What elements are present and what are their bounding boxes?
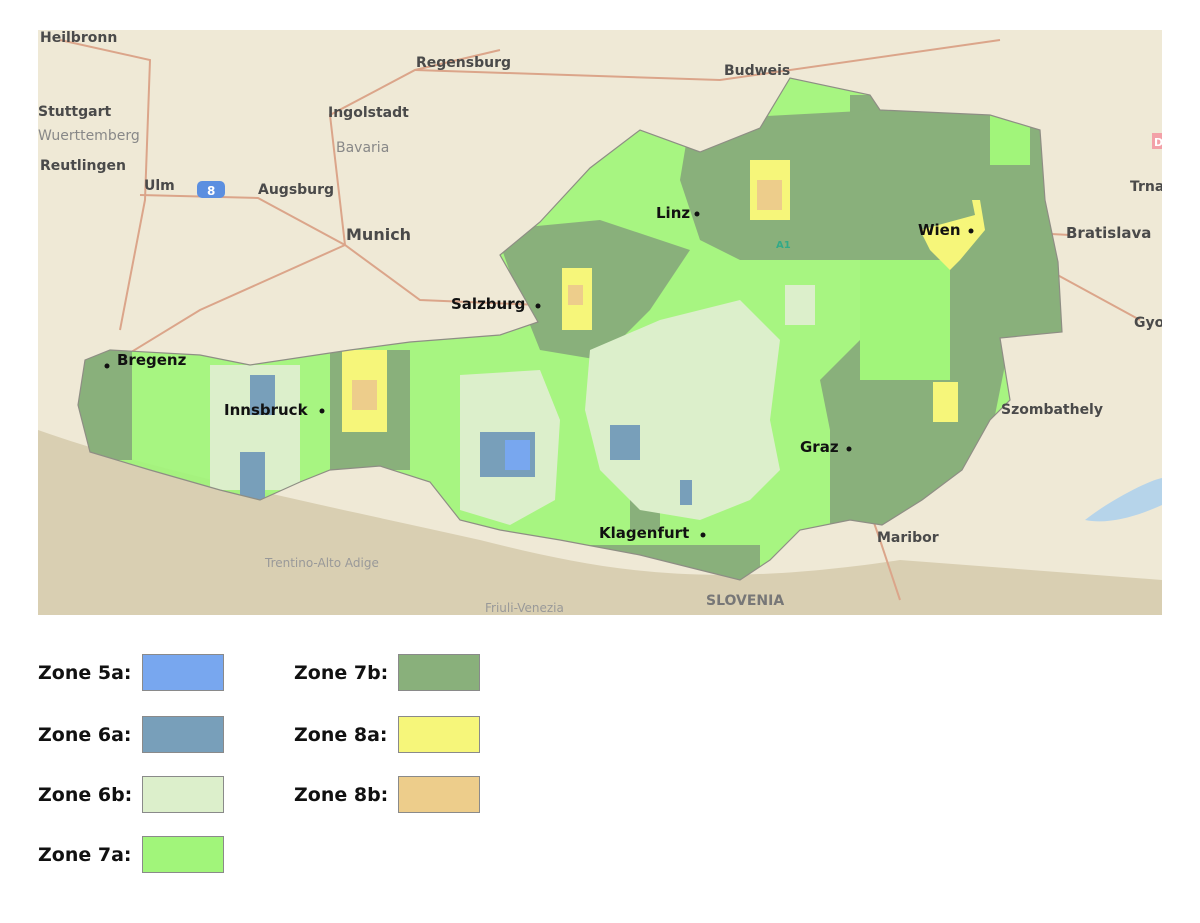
basemap-label: Bratislava [1066, 224, 1151, 242]
highway-shield-label: A1 [776, 240, 791, 251]
basemap-label: Heilbronn [40, 30, 117, 46]
basemap-label: Szombathely [1001, 402, 1103, 418]
lake [1085, 478, 1162, 522]
city-label-innsbruck: Innsbruck [224, 401, 309, 419]
legend-swatch [142, 654, 224, 691]
basemap-label: Regensburg [416, 55, 511, 71]
legend-label: Zone 8a: [294, 723, 388, 746]
legend-label: Zone 5a: [38, 661, 132, 684]
city-label-linz: Linz [656, 204, 690, 222]
basemap-label: Munich [346, 225, 411, 244]
legend-swatch [398, 716, 480, 753]
basemap-label: Friuli-Venezia [485, 601, 564, 615]
basemap-label: Stuttgart [38, 104, 112, 120]
basemap-label: Wuerttemberg [38, 128, 140, 144]
basemap-label: Bavaria [336, 140, 389, 156]
basemap-label: Trna [1130, 179, 1162, 195]
legend-item-zone-7a: Zone 7a: [38, 836, 224, 873]
zone-8b-areas [352, 180, 782, 410]
legend-swatch [142, 716, 224, 753]
legend-label: Zone 7a: [38, 843, 132, 866]
legend-item-zone-8a: Zone 8a: [294, 716, 480, 753]
highway-shield-label: D [1154, 136, 1162, 149]
basemap-label: Augsburg [258, 182, 334, 198]
legend-label: Zone 6b: [38, 783, 133, 806]
city-label-bregenz: Bregenz [117, 351, 187, 369]
alps-terrain [38, 430, 1162, 615]
city-label-klagenfurt: Klagenfurt [599, 524, 689, 542]
legend-swatch [142, 836, 224, 873]
highway-shield-label: 8 [207, 184, 215, 198]
basemap-label: Reutlingen [40, 158, 126, 174]
zone-7a-islands [860, 115, 1030, 380]
city-labels: Linz Wien Salzburg Bregenz Innsbruck Gra… [104, 204, 974, 542]
basemap-label: Trentino-Alto Adige [264, 556, 379, 570]
zone-8a-areas [342, 160, 985, 432]
legend-label: Zone 7b: [294, 661, 389, 684]
legend-item-zone-7b: Zone 7b: [294, 654, 480, 691]
legend-item-zone-6b: Zone 6b: [38, 776, 224, 813]
legend-label: Zone 8b: [294, 783, 389, 806]
city-label-salzburg: Salzburg [451, 295, 525, 313]
legend-swatch [398, 776, 480, 813]
zone-5a-area [505, 440, 530, 470]
basemap-label: Gyo [1134, 315, 1162, 331]
legend-swatch [142, 776, 224, 813]
legend-item-zone-5a: Zone 5a: [38, 654, 224, 691]
basemap-label: Maribor [877, 530, 939, 546]
legend-swatch [398, 654, 480, 691]
legend-item-zone-6a: Zone 6a: [38, 716, 224, 753]
basemap-label: Ulm [144, 178, 175, 194]
city-label-wien: Wien [918, 221, 961, 239]
basemap-label: Budweis [724, 63, 790, 79]
hardiness-zone-map[interactable]: Heilbronn Regensburg Budweis Stuttgart I… [38, 30, 1162, 615]
legend-label: Zone 6a: [38, 723, 132, 746]
city-label-graz: Graz [800, 438, 839, 456]
legend-item-zone-8b: Zone 8b: [294, 776, 480, 813]
basemap-labels: Heilbronn Regensburg Budweis Stuttgart I… [38, 30, 1162, 615]
basemap-label: SLOVENIA [706, 593, 784, 609]
basemap-label: Ingolstadt [328, 105, 409, 121]
